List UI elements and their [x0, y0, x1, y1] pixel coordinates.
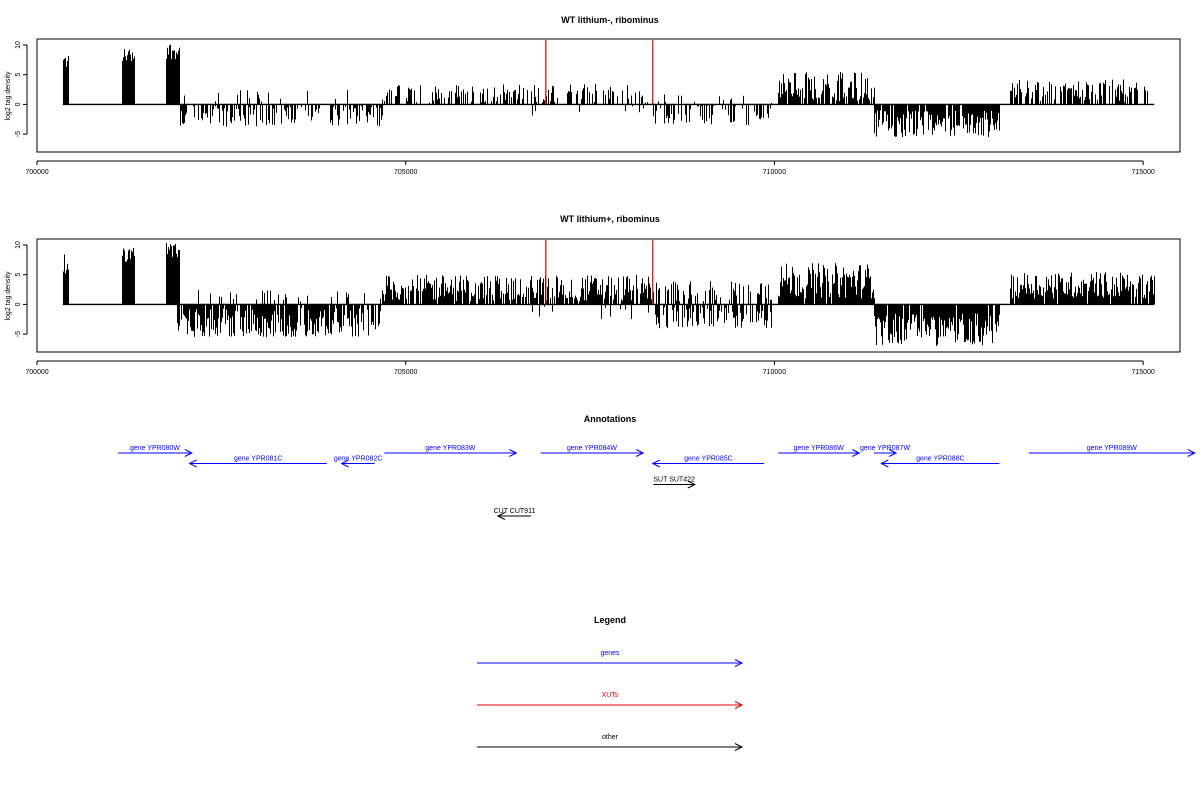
legend-entry: XUTs — [477, 692, 744, 709]
annotation-feature[interactable]: gene YPR084W — [540, 445, 645, 457]
track-title: WT lithium+, ribominus — [560, 214, 660, 224]
strand-arrow-icon — [184, 449, 193, 457]
y-axis: -5 0 5 10 — [15, 41, 28, 137]
x-tick-label: 710000 — [763, 369, 786, 376]
track-panel-lithium-plus: WT lithium+, ribominus log2 tag density … — [5, 214, 1181, 376]
x-tick-label: 715000 — [1131, 369, 1154, 376]
x-tick-label: 705000 — [394, 169, 417, 176]
track-panel-lithium-minus: WT lithium-, ribominus log2 tag density … — [5, 15, 1181, 176]
y-tick-label: 5 — [15, 273, 22, 277]
strand-arrow-icon — [496, 512, 506, 520]
x-tick-label: 700000 — [25, 369, 48, 376]
legend-title: Legend — [594, 615, 626, 625]
annotation-feature[interactable]: gene YPR088C — [880, 456, 1000, 468]
y-axis-label: log2 tag density — [5, 271, 12, 321]
bar-series — [62, 44, 1155, 138]
feature-label: gene YPR089W — [1087, 445, 1137, 452]
annotation-feature[interactable]: SUT SUT422 — [653, 477, 696, 489]
legend-entry: genes — [477, 650, 744, 667]
strand-arrow-icon — [888, 449, 898, 457]
arrow-icon — [734, 743, 744, 751]
annotation-feature[interactable]: gene YPR089W — [1028, 445, 1196, 457]
annotation-items: gene YPR080W gene YPR081C gene YPR082C gene… — [118, 445, 1196, 520]
strand-arrow-icon — [851, 449, 861, 457]
strand-arrow-icon — [880, 459, 889, 468]
x-tick-label: 710000 — [763, 169, 786, 176]
strand-arrow-icon — [687, 480, 696, 489]
feature-label: gene YPR082C — [334, 456, 383, 463]
annotation-feature[interactable]: CUT CUT911 — [494, 508, 536, 520]
annotation-feature[interactable]: gene YPR087W — [860, 445, 910, 457]
xut-markers — [545, 40, 654, 105]
feature-label: gene YPR084W — [567, 445, 617, 452]
annotation-feature[interactable]: gene YPR083W — [384, 445, 518, 457]
feature-label: gene YPR088C — [916, 456, 965, 463]
track-title: WT lithium-, ribominus — [561, 15, 659, 25]
y-tick-label: 5 — [15, 73, 22, 77]
strand-arrow-icon — [1187, 449, 1196, 457]
plot-frame — [36, 238, 1181, 353]
x-axis: 700000 705000 710000 715000 — [25, 160, 1155, 176]
bar-series — [62, 243, 1155, 346]
x-axis: 700000 705000 710000 715000 — [25, 360, 1155, 376]
feature-label: gene YPR085C — [684, 456, 733, 463]
x-tick-label: 715000 — [1131, 169, 1154, 176]
y-axis-label: log2 tag density — [5, 71, 12, 121]
arrow-icon — [734, 701, 744, 709]
annotation-feature[interactable]: gene YPR080W — [118, 445, 193, 457]
strand-arrow-icon — [509, 449, 518, 457]
y-tick-label: 0 — [15, 102, 22, 106]
annotation-feature[interactable]: gene YPR082C — [334, 456, 383, 468]
legend-label: genes — [600, 650, 620, 657]
y-tick-label: -5 — [15, 131, 22, 137]
legend-items: genes XUTs other — [477, 650, 744, 751]
xut-markers — [545, 240, 654, 305]
feature-label: gene YPR080W — [130, 445, 180, 452]
feature-label: CUT CUT911 — [494, 508, 536, 515]
arrow-icon — [734, 659, 744, 667]
strand-arrow-icon — [635, 449, 645, 457]
feature-label: SUT SUT422 — [653, 477, 695, 484]
legend-label: other — [602, 734, 619, 741]
annotation-feature[interactable]: gene YPR081C — [188, 456, 327, 468]
x-tick-label: 705000 — [394, 369, 417, 376]
y-axis: -5 0 5 10 — [15, 241, 28, 337]
strand-arrow-icon — [340, 459, 349, 468]
x-tick-label: 700000 — [25, 169, 48, 176]
annotations-title: Annotations — [584, 414, 637, 424]
legend-entry: other — [477, 734, 744, 751]
y-tick-label: 0 — [15, 302, 22, 306]
annotation-feature[interactable]: gene YPR086W — [778, 445, 861, 457]
y-tick-label: -5 — [15, 331, 22, 337]
feature-label: gene YPR086W — [794, 445, 844, 452]
feature-label: gene YPR083W — [425, 445, 475, 452]
plot-frame — [36, 38, 1181, 153]
strand-arrow-icon — [188, 459, 197, 468]
feature-label: gene YPR087W — [860, 445, 910, 452]
strand-arrow-icon — [651, 459, 660, 468]
y-tick-label: 10 — [15, 241, 22, 249]
feature-label: gene YPR081C — [234, 456, 283, 463]
y-tick-label: 10 — [15, 41, 22, 49]
annotation-feature[interactable]: gene YPR085C — [651, 456, 765, 468]
legend-panel: Legend genes XUTs other — [477, 615, 744, 751]
legend-label: XUTs — [602, 692, 619, 699]
